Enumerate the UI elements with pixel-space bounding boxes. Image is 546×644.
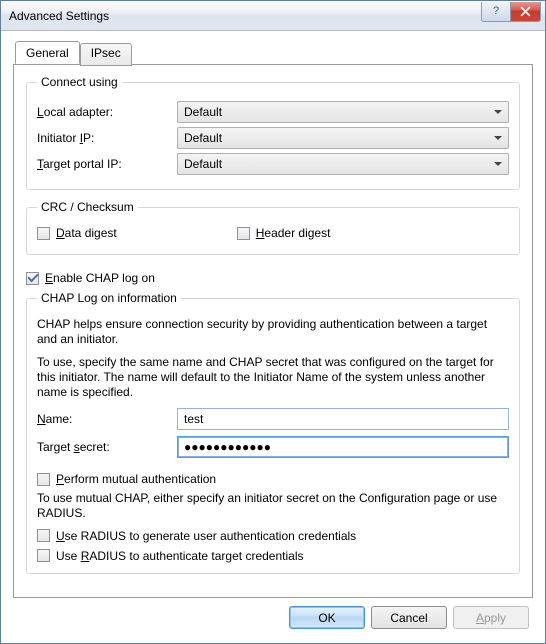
radius-generate-checkbox[interactable]: Use RADIUS to generate user authenticati… [37, 529, 509, 543]
crc-legend: CRC / Checksum [37, 200, 138, 214]
close-icon [520, 6, 531, 17]
connect-using-group: Connect using Local adapter: Default Ini… [26, 75, 520, 190]
radius-authenticate-checkbox[interactable]: Use RADIUS to authenticate target creden… [37, 549, 509, 563]
titlebar: Advanced Settings ? [1, 1, 545, 31]
window-title: Advanced Settings [9, 9, 481, 23]
tabstrip: General IPsec [13, 42, 533, 65]
chap-legend: CHAP Log on information [37, 291, 181, 305]
initiator-ip-label: Initiator IP: [37, 131, 177, 145]
enable-chap-checkbox[interactable]: Enable CHAP log on [26, 271, 155, 285]
mutual-chap-hint: To use mutual CHAP, either specify an in… [37, 491, 509, 521]
connect-using-legend: Connect using [37, 75, 122, 89]
chap-help-1: CHAP helps ensure connection security by… [37, 317, 509, 347]
local-adapter-label: Local adapter: [37, 105, 177, 119]
tab-panel-general: Connect using Local adapter: Default Ini… [13, 64, 533, 598]
checkbox-icon [237, 227, 250, 240]
ok-button[interactable]: OK [289, 606, 365, 629]
chap-secret-label: Target secret: [37, 440, 177, 454]
chap-secret-input[interactable] [177, 436, 509, 458]
dialog-buttons: OK Cancel Apply [13, 598, 533, 635]
chap-help-2: To use, specify the same name and CHAP s… [37, 355, 509, 400]
chevron-down-icon [494, 136, 502, 140]
checkbox-icon [37, 227, 50, 240]
chevron-down-icon [494, 162, 502, 166]
chap-logon-group: CHAP Log on information CHAP helps ensur… [26, 291, 520, 574]
chap-name-input[interactable] [177, 408, 509, 430]
checkbox-icon [37, 549, 50, 562]
close-button[interactable] [511, 2, 541, 22]
tab-ipsec[interactable]: IPsec [80, 43, 132, 66]
checkbox-icon [26, 272, 39, 285]
crc-checksum-group: CRC / Checksum Data digest Header digest [26, 200, 520, 255]
advanced-settings-dialog: Advanced Settings ? General IPsec Connec… [0, 0, 546, 644]
header-digest-checkbox[interactable]: Header digest [237, 226, 331, 240]
checkbox-icon [37, 473, 50, 486]
data-digest-checkbox[interactable]: Data digest [37, 226, 117, 240]
local-adapter-select[interactable]: Default [177, 101, 509, 123]
apply-button[interactable]: Apply [453, 606, 529, 629]
target-portal-ip-select[interactable]: Default [177, 153, 509, 175]
perform-mutual-auth-checkbox[interactable]: Perform mutual authentication [37, 472, 216, 486]
tab-general[interactable]: General [15, 41, 80, 64]
initiator-ip-select[interactable]: Default [177, 127, 509, 149]
cancel-button[interactable]: Cancel [371, 606, 447, 629]
chevron-down-icon [494, 110, 502, 114]
checkbox-icon [37, 529, 50, 542]
chap-name-label: Name: [37, 412, 177, 426]
help-button[interactable]: ? [481, 2, 511, 22]
target-portal-ip-label: Target portal IP: [37, 157, 177, 171]
